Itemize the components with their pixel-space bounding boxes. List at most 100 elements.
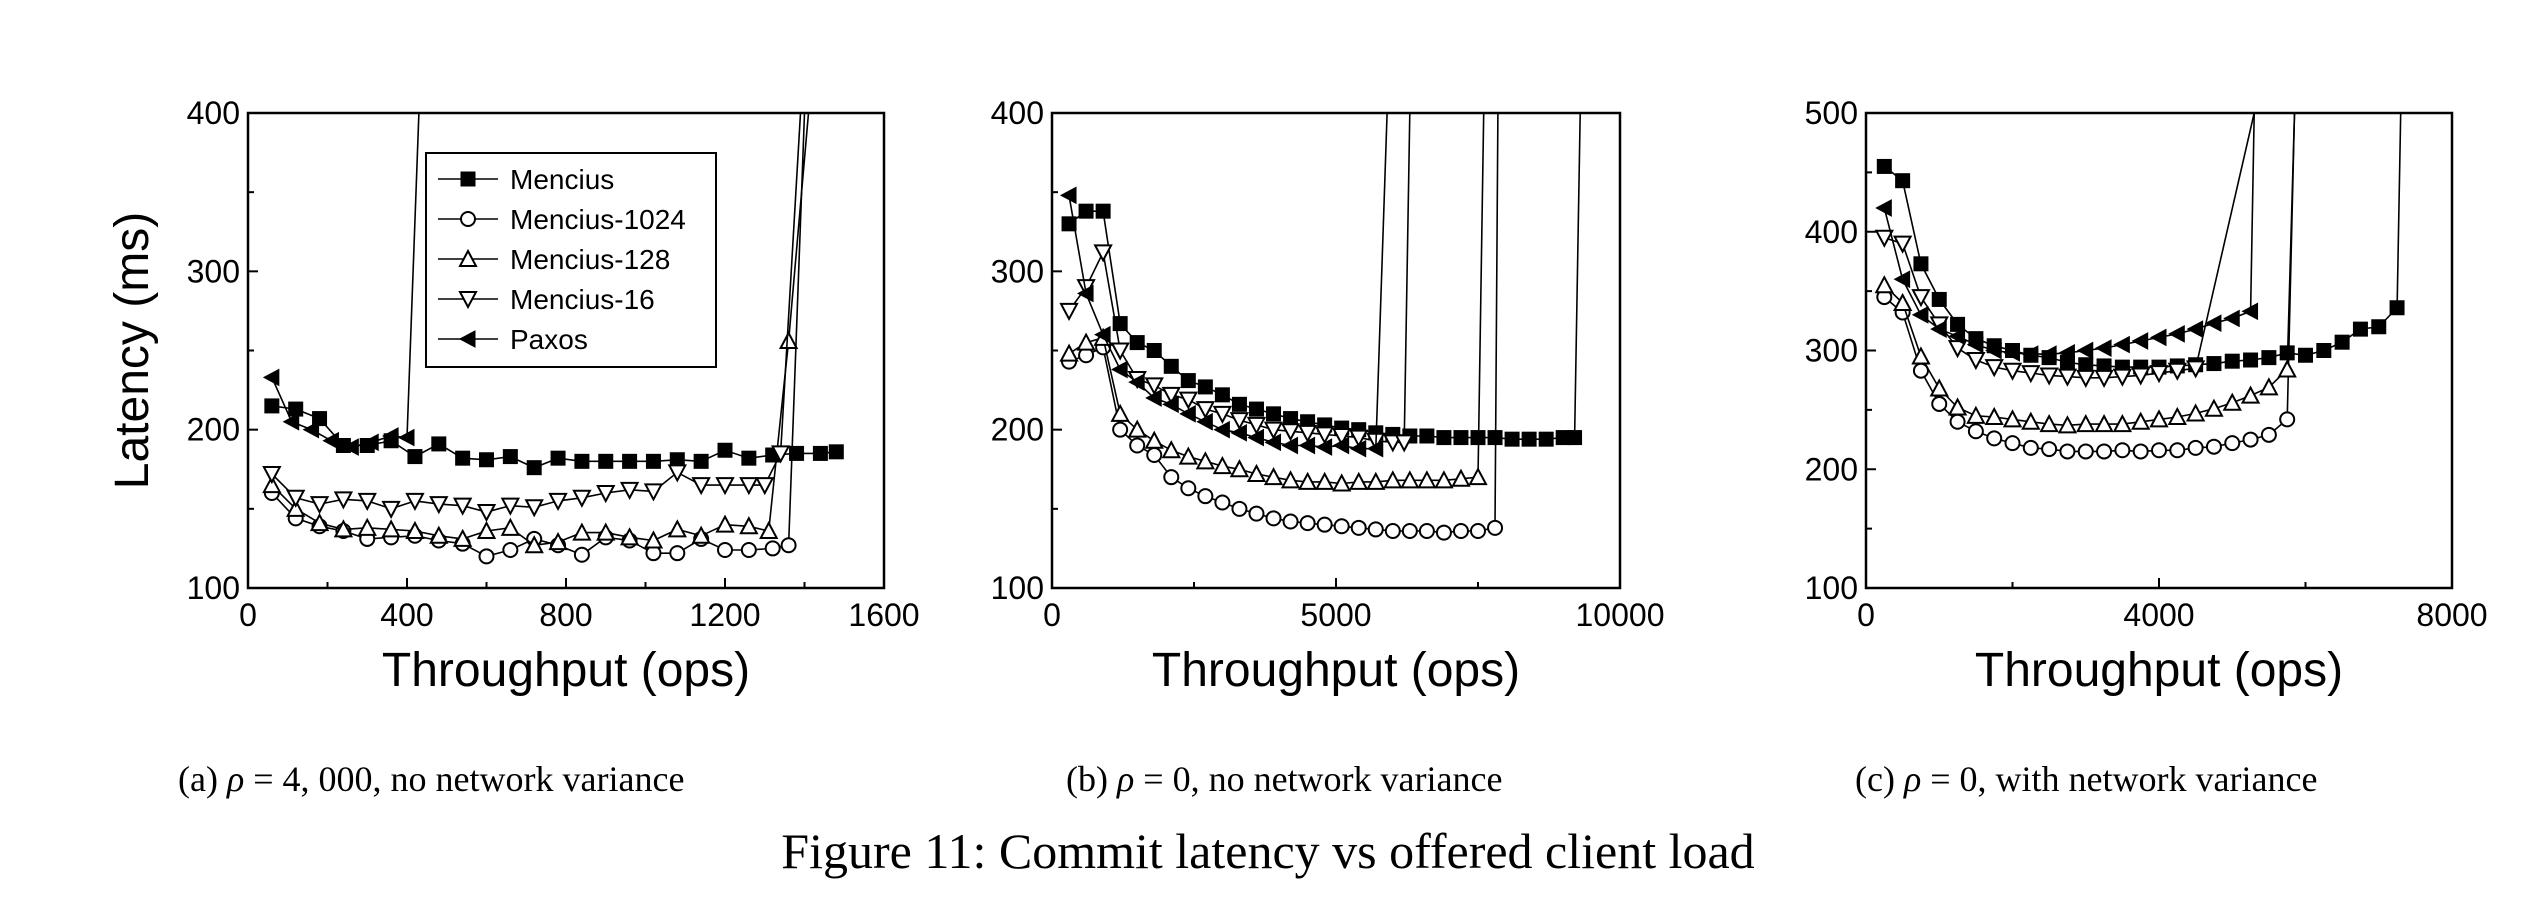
data-point-mencius: [2243, 352, 2259, 368]
data-point-mencius: [1950, 316, 1966, 332]
caption-prefix: (c): [1855, 759, 1904, 799]
data-point-mencius-1024: [1384, 523, 1401, 539]
data-point-mencius: [1419, 428, 1435, 444]
data-point-mencius: [1129, 335, 1145, 351]
data-point-mencius-128: [309, 512, 330, 532]
data-point-mencius-16: [548, 492, 568, 512]
data-point-paxos: [2186, 320, 2204, 338]
data-point-mencius-16: [619, 481, 640, 500]
x-axis-title: Throughput (ops): [1975, 644, 2343, 697]
data-point-mencius-128: [524, 535, 544, 554]
y-tick-label: 200: [1805, 451, 1858, 487]
data-point-paxos: [2040, 345, 2057, 363]
caption-prefix: (b): [1066, 759, 1117, 799]
data-point-paxos: [302, 420, 320, 439]
caption-symbol: ρ: [1116, 759, 1135, 799]
x-tick-label: 0: [239, 597, 257, 633]
legend-label-mencius-1024: Mencius-1024: [510, 204, 686, 235]
data-point-mencius-16: [1984, 359, 2004, 378]
x-tick-label: 400: [380, 597, 433, 633]
data-point-mencius-128: [1892, 292, 1913, 311]
data-point-mencius: [2298, 347, 2313, 363]
data-point-paxos: [2131, 332, 2149, 350]
caption-symbol: ρ: [226, 759, 245, 799]
x-tick-label: 4000: [2123, 597, 2194, 633]
y-tick-label: 400: [187, 95, 240, 131]
data-point-paxos: [2149, 328, 2167, 347]
data-point-mencius-128: [1947, 397, 1968, 416]
data-point-mencius-16: [770, 445, 791, 464]
data-point-mencius-128: [643, 530, 664, 549]
data-point-mencius-16: [1332, 428, 1352, 447]
data-point-mencius-1024: [1265, 510, 1282, 527]
data-point-paxos: [2204, 314, 2222, 333]
data-point-mencius-128: [596, 522, 616, 541]
data-point-mencius: [1095, 203, 1111, 219]
data-point-mencius-1024: [2205, 438, 2222, 455]
data-point-paxos: [322, 431, 339, 450]
data-point-mencius-128: [1349, 471, 1369, 490]
data-point-mencius-128: [572, 522, 592, 541]
data-point-mencius-16: [2185, 360, 2206, 379]
data-point-mencius-16: [1161, 386, 1181, 405]
data-point-paxos: [1230, 424, 1247, 442]
plot-area: [1059, 113, 1583, 541]
data-point-mencius-1024: [1367, 521, 1384, 538]
legend-label-mencius-128: Mencius-128: [510, 244, 670, 275]
data-point-mencius-1024: [1231, 500, 1248, 517]
data-point-paxos: [1162, 395, 1179, 414]
data-point-mencius-128: [1984, 406, 2004, 425]
data-point-mencius-1024: [1197, 488, 1214, 505]
data-point-mencius: [2316, 343, 2332, 358]
data-point-mencius-128: [1966, 405, 1986, 424]
data-point-mencius-1024: [1487, 519, 1504, 536]
figure-caption: Figure 11: Commit latency vs offered cli…: [781, 823, 1755, 879]
data-point-mencius-128: [1110, 403, 1130, 422]
data-point-mencius-128: [619, 527, 640, 546]
data-point-mencius: [288, 401, 304, 417]
data-point-mencius-1024: [2096, 443, 2113, 460]
data-point-mencius-1024: [2059, 443, 2076, 460]
data-point-mencius: [1248, 401, 1264, 417]
data-point-mencius-16: [452, 497, 473, 516]
data-point-mencius-128: [1929, 378, 1949, 397]
data-point-mencius-16: [1280, 423, 1301, 442]
data-point-paxos: [1930, 320, 1947, 338]
y-tick-label: 300: [991, 253, 1044, 289]
data-point-mencius-128: [1434, 470, 1454, 489]
data-point-mencius-1024: [1452, 523, 1469, 539]
data-point-paxos: [1077, 284, 1094, 303]
data-point-paxos: [1145, 389, 1162, 407]
y-tick-label: 400: [1805, 214, 1858, 250]
data-point-mencius-128: [2131, 411, 2151, 430]
data-point-mencius-16: [2131, 367, 2151, 386]
data-point-mencius-128: [1144, 430, 1164, 449]
plot-frame: [1050, 111, 1622, 590]
data-point-paxos: [2168, 325, 2185, 343]
data-point-mencius-1024: [1214, 494, 1231, 511]
chart-panel-b: 0 5000 10000 100 200 300 400 Throughput (ops): [991, 95, 1665, 697]
caption-rest: = 4, 000, no network variance: [244, 759, 685, 799]
data-point-mencius-1024: [2260, 426, 2277, 443]
data-point-mencius-1024: [2224, 435, 2241, 452]
data-point-mencius: [2389, 300, 2405, 316]
data-point-mencius-1024: [740, 542, 757, 558]
data-point-mencius-16: [1093, 244, 1113, 263]
data-point-mencius-1024: [1470, 523, 1486, 539]
data-point-mencius-128: [1229, 459, 1250, 478]
data-point-mencius-128: [286, 498, 306, 517]
data-point-mencius-1024: [2187, 439, 2204, 456]
data-point-mencius-1024: [764, 540, 781, 557]
data-point-paxos: [1264, 433, 1282, 452]
data-point-mencius-128: [1366, 471, 1386, 490]
x-tick-label: 5000: [1300, 597, 1371, 633]
data-point-mencius-16: [1144, 377, 1164, 396]
data-point-mencius-1024: [1146, 447, 1163, 463]
data-point-mencius: [2334, 334, 2350, 350]
data-point-mencius-128: [2149, 409, 2169, 428]
data-point-mencius-16: [572, 489, 592, 508]
data-point-paxos: [1094, 325, 1111, 344]
data-point-mencius-1024: [478, 548, 495, 565]
x-tick-label: 0: [1857, 597, 1875, 633]
